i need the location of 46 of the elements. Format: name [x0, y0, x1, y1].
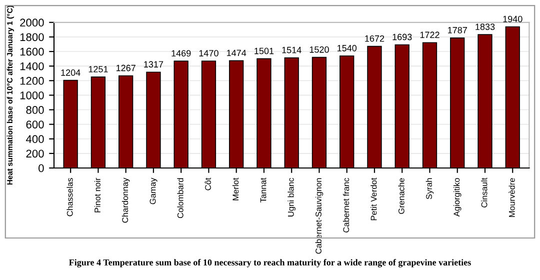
y-tick-label: 1000: [20, 91, 44, 100]
x-tick-label: Tannat: [260, 178, 266, 203]
data-label: 1520: [310, 46, 329, 53]
x-tick-label: Chardonnay: [122, 178, 130, 223]
x-tick-label: Colombard: [177, 178, 184, 218]
data-label: 1474: [226, 50, 246, 56]
data-label: 1787: [448, 26, 467, 34]
data-label: 1940: [503, 16, 522, 22]
x-tick-label: Ugni blanc: [288, 178, 296, 216]
x-tick-label: Gamay: [150, 178, 158, 204]
caption: Figure 4 Temperature sum base of 10 necessary to reach maturity for a wide range of grapevine varieties: [69, 259, 471, 268]
x-tick-label: Chasselas: [66, 178, 73, 216]
x-tick-label: Côt: [204, 178, 211, 190]
y-tick-label: 1400: [20, 62, 44, 70]
data-label: 1722: [420, 32, 440, 38]
x-tick-label: Cabernet franc: [342, 178, 350, 232]
data-label: 1317: [144, 61, 164, 68]
data-label: 1251: [88, 66, 108, 72]
data-label: 1204: [61, 69, 80, 76]
data-label: 1267: [116, 64, 136, 72]
data-label: 1514: [282, 46, 302, 54]
x-tick-label: Petit Verdot: [370, 178, 377, 220]
x-tick-label: Cinsault: [481, 178, 488, 208]
y-tick-label: 1800: [20, 33, 44, 42]
x-tick-label: Mourvèdre: [508, 178, 515, 217]
data-label: 1470: [199, 50, 218, 56]
x-tick-label: Merlot: [232, 178, 239, 200]
y-tick-label: 800: [26, 106, 44, 114]
x-tick-label: Cabernet-Sauvignon: [315, 178, 324, 254]
data-label: 1501: [254, 48, 274, 54]
y-tick-label: 200: [26, 150, 44, 158]
y-tick-label: 400: [26, 135, 44, 144]
x-tick-label: Grenache: [398, 178, 404, 214]
data-label: 1469: [172, 50, 191, 56]
y-tick-label: 2000: [20, 18, 44, 27]
data-label: 1833: [476, 24, 495, 30]
data-label: 1693: [392, 34, 412, 40]
y-tick-label: 600: [26, 120, 44, 128]
data-label: 1540: [338, 44, 357, 52]
x-tick-label: Agiorgitiko: [453, 178, 462, 217]
x-tick-label: Pinot noir: [94, 178, 100, 212]
y-tick-label: 1600: [20, 48, 44, 56]
y-tick-label: 1200: [20, 76, 44, 85]
y-tick-label: 0: [38, 164, 44, 172]
x-tick-label: Syrah: [426, 178, 434, 200]
data-label: 1672: [365, 35, 384, 42]
